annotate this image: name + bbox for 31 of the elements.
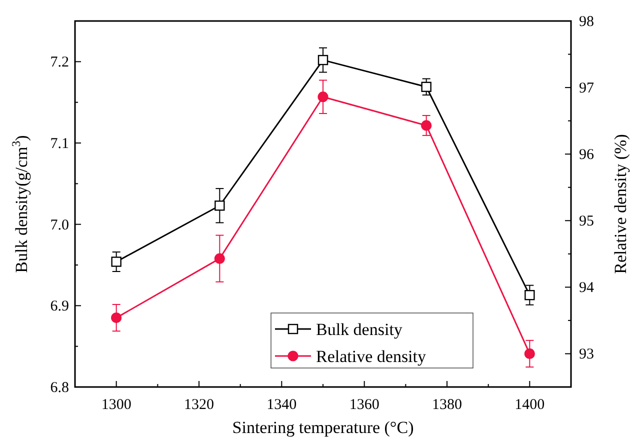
y-tick-label: 6.9 xyxy=(50,298,69,315)
x-tick-label: 1380 xyxy=(432,397,462,413)
point xyxy=(318,54,328,66)
point xyxy=(318,92,328,102)
x-tick-label: 1400 xyxy=(514,397,545,413)
y2-axis-title: Relative density (%) xyxy=(611,134,630,274)
x-tick-label: 1300 xyxy=(101,397,132,413)
y2-tick-label: 96 xyxy=(579,147,594,164)
point xyxy=(214,253,225,264)
y2-tick-label: 98 xyxy=(579,14,594,30)
x-tick-label: 1320 xyxy=(184,397,214,413)
y-tick-label: 6.8 xyxy=(50,380,69,396)
y2-tick-label: 97 xyxy=(579,80,594,97)
point xyxy=(421,82,432,92)
y2-tick-label: 94 xyxy=(579,280,594,296)
point xyxy=(214,200,225,211)
point xyxy=(111,256,122,267)
point xyxy=(421,120,432,131)
y-tick-label: 7.0 xyxy=(50,217,69,234)
legend-label: Bulk density xyxy=(316,320,403,339)
y-tick-label: 7.1 xyxy=(50,136,69,152)
point xyxy=(524,348,535,360)
y2-tick-label: 95 xyxy=(579,214,594,230)
x-tick-label: 1340 xyxy=(266,397,297,413)
x-tick-label: 1360 xyxy=(349,397,380,413)
y2-tick-label: 93 xyxy=(579,346,594,363)
point xyxy=(111,312,122,324)
legend-label: Relative density xyxy=(316,347,426,366)
point xyxy=(524,290,535,300)
y-tick-label: 7.2 xyxy=(50,54,69,71)
x-axis-title: Sintering temperature (°C) xyxy=(232,418,414,437)
